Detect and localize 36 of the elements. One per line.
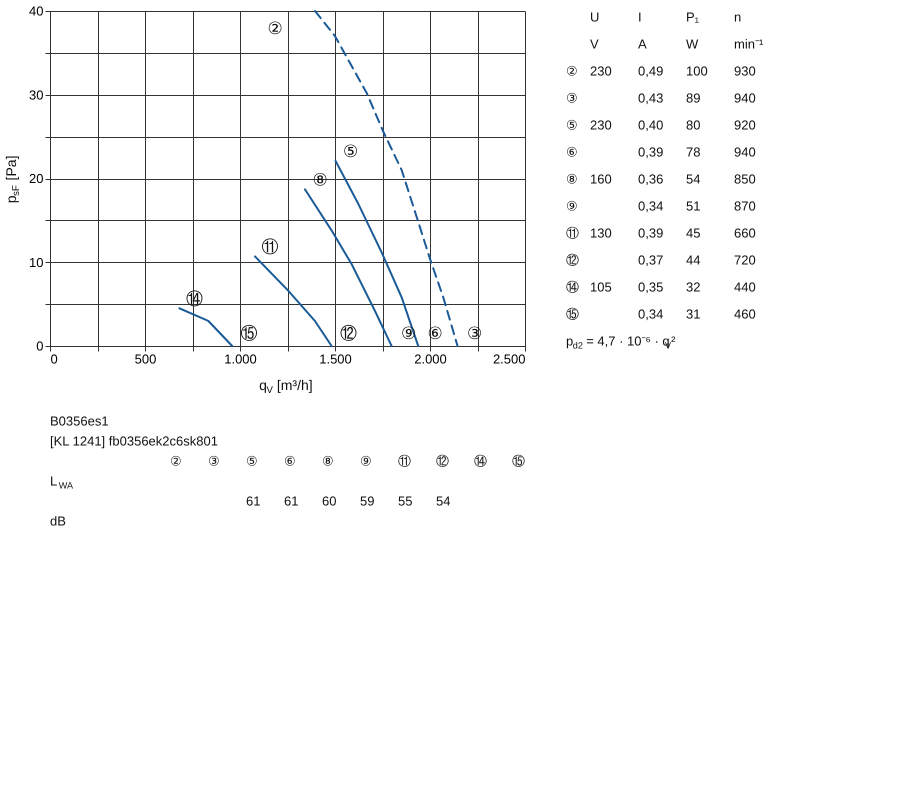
text: ② ③ ⑤ ⑥ ⑧ ⑨ ⑪ ⑫ ⑭ ⑮ (170, 454, 525, 468)
text: ③ 0,43 89 940 (566, 90, 756, 106)
y-axis-title: psF [Pa] (3, 156, 22, 204)
text: V A W min⁻¹ (590, 36, 764, 52)
annotation: ⑪ (262, 237, 279, 256)
text: ⑮ 0,34 31 460 (566, 306, 756, 322)
text: 61 61 60 59 55 54 (246, 494, 450, 508)
text: ⑤ 230 0,40 80 920 (566, 118, 756, 132)
annotation: ⑫ (340, 324, 358, 343)
text: ⑧ 160 0,36 54 850 (566, 172, 756, 186)
annotation: ⑤ (343, 142, 358, 161)
y-tick-label: 20 (29, 171, 44, 186)
text: B0356es1 (50, 414, 109, 428)
y-tick-label: 10 (29, 254, 44, 270)
text: U I P₁ n (590, 10, 742, 24)
text: ⑫ 0,37 44 720 (566, 252, 756, 268)
x-tick-label: 2.500 (492, 352, 526, 366)
x-tick-label: 2.000 (414, 352, 447, 366)
line-series (334, 160, 420, 347)
y-tick-label: 0 (36, 338, 44, 354)
text: ⑨ 0,34 51 870 (566, 198, 756, 214)
text: [KL 1241] fb0356ek2c6sk801 (50, 434, 218, 448)
text: ⑪ 130 0,39 45 660 (566, 226, 756, 240)
text: ⑥ 0,39 78 940 (566, 144, 756, 160)
annotation: ⑮ (240, 324, 258, 343)
annotation: ② (268, 19, 283, 38)
line-series (304, 188, 393, 347)
x-tick-label: 0 (50, 352, 58, 366)
x-tick-label: 500 (134, 352, 156, 366)
x-tick-label: 1.500 (319, 352, 352, 366)
y-tick-label: 40 (29, 4, 44, 18)
x-tick-label: 1.000 (224, 352, 257, 366)
text: dB (50, 514, 66, 528)
text: ⑭ 105 0,35 32 440 (566, 280, 756, 294)
y-tick-label: 30 (29, 87, 44, 102)
text: ② 230 0,49 100 930 (566, 64, 756, 78)
